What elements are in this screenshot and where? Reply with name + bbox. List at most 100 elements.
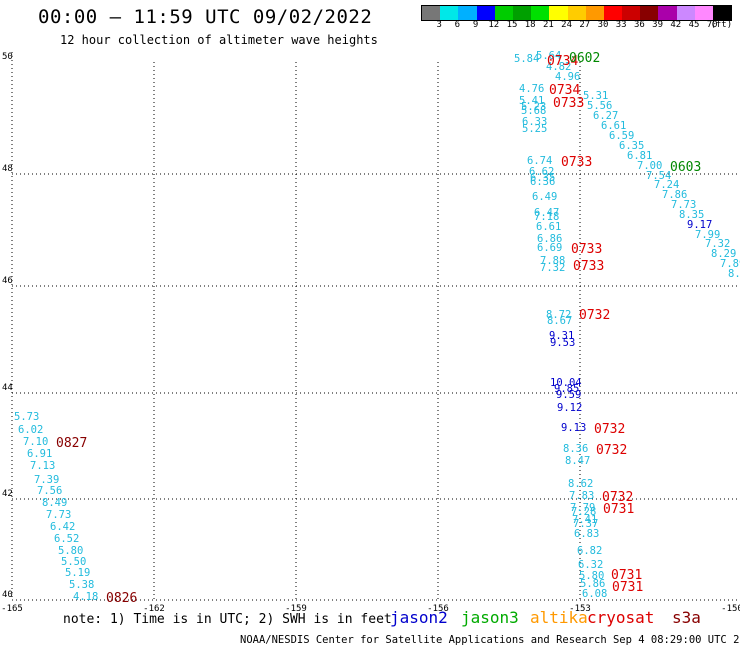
color-scale-tick: (ft) xyxy=(710,20,733,30)
swh-value-label: 6.32 xyxy=(578,559,603,571)
pass-time-label: 0827 xyxy=(56,436,87,451)
legend-item-jason2: jason2 xyxy=(390,608,448,627)
swh-value-label: 9.17 xyxy=(687,219,712,231)
color-swatch xyxy=(640,6,659,20)
swh-value-label: 8.72 xyxy=(546,309,571,321)
swh-value-label: 7.73 xyxy=(46,509,71,521)
swh-value-label: 8.35 xyxy=(679,209,704,221)
swh-value-label: 5.25 xyxy=(522,123,547,135)
pass-time-label: 0733 xyxy=(571,242,602,257)
swh-value-label: 6.47 xyxy=(534,207,559,219)
swh-value-label: 7.41 xyxy=(572,514,597,526)
swh-value-label: 8.49 xyxy=(42,497,67,509)
footer-credit: NOAA/NESDIS Center for Satellite Applica… xyxy=(240,634,740,646)
swh-value-label: 6.62 xyxy=(529,166,554,178)
color-scale-tick: 3 xyxy=(436,20,442,30)
swh-value-label: 5.80 xyxy=(579,570,604,582)
swh-value-label: 7.32 xyxy=(705,238,730,250)
color-scale-tick: 39 xyxy=(652,20,664,30)
pass-time-label: 0602 xyxy=(569,51,600,66)
swh-value-label: 7.73 xyxy=(671,199,696,211)
swh-value-label: 6.35 xyxy=(619,140,644,152)
color-swatch xyxy=(494,6,513,20)
legend-item-cryosat: cryosat xyxy=(587,608,655,627)
swh-value-label: 5.56 xyxy=(587,100,612,112)
swh-value-label: 5.23 xyxy=(521,101,546,113)
swh-value-label: 7.10 xyxy=(23,436,48,448)
swh-value-label: 5.80 xyxy=(58,545,83,557)
swh-value-label: 6.36 xyxy=(530,176,555,188)
units-note: note: 1) Time is in UTC; 2) SWH is in fe… xyxy=(63,612,392,627)
pass-time-label: 0731 xyxy=(611,568,642,583)
swh-value-label: 4.82 xyxy=(546,61,571,73)
color-swatch xyxy=(585,6,604,20)
lat-tick-label: 42 xyxy=(2,489,13,499)
swh-value-label: 6.49 xyxy=(532,191,557,203)
color-swatch xyxy=(603,6,623,20)
color-scale-tick: 15 xyxy=(506,20,518,30)
swh-value-label: 6.82 xyxy=(577,545,602,557)
color-swatch xyxy=(476,6,495,20)
color-swatch xyxy=(567,6,586,20)
pass-time-label: 0734 xyxy=(547,54,578,69)
swh-value-label: 8.47 xyxy=(565,455,590,467)
color-scale-tick: 24 xyxy=(561,20,573,30)
swh-value-label: 5.19 xyxy=(65,567,90,579)
swh-value-label: 8.36 xyxy=(563,443,588,455)
swh-value-label: 6.81 xyxy=(627,150,652,162)
legend-item-s3a: s3a xyxy=(672,608,701,627)
swh-value-label: 5.41 xyxy=(519,95,544,107)
swh-value-label: 6.86 xyxy=(537,233,562,245)
swh-value-label: 7.86 xyxy=(662,189,687,201)
color-scale-tick: 6 xyxy=(454,20,461,30)
pass-time-label: 0734 xyxy=(549,83,580,98)
color-swatch xyxy=(713,6,732,20)
color-swatch xyxy=(694,6,713,20)
color-scale-bar xyxy=(421,5,733,21)
swh-value-label: 7.32 xyxy=(540,262,565,274)
lat-tick-label: 48 xyxy=(2,164,13,174)
page-subtitle: 12 hour collection of altimeter wave hei… xyxy=(60,33,378,47)
swh-value-label: 8.29 xyxy=(711,248,736,260)
swh-value-label: 6.42 xyxy=(50,521,75,533)
color-scale-tick: 18 xyxy=(524,20,536,30)
swh-value-label: 5.64 xyxy=(536,50,561,62)
swh-value-label: 5.31 xyxy=(583,90,608,102)
swh-value-label: 7.24 xyxy=(654,179,679,191)
swh-value-label: 9.12 xyxy=(557,402,582,414)
swh-value-label: 5.68 xyxy=(521,105,546,117)
color-scale-tick: 12 xyxy=(488,20,500,30)
color-swatch xyxy=(531,6,550,20)
pass-time-label: 0732 xyxy=(596,443,627,458)
swh-value-label: 8.0 xyxy=(728,268,740,280)
swh-value-label: 6.74 xyxy=(527,155,552,167)
color-scale-tick: 70 xyxy=(706,20,718,30)
lat-tick-label: 40 xyxy=(2,590,13,600)
swh-value-label: 4.96 xyxy=(555,71,580,83)
swh-value-label: 5.38 xyxy=(69,579,94,591)
swh-value-label: 5.84 xyxy=(514,53,539,65)
swh-value-label: 7.13 xyxy=(30,460,55,472)
swh-value-label: 5.86 xyxy=(580,578,605,590)
swh-value-label: 9.85 xyxy=(554,383,579,395)
swh-value-label: 4.76 xyxy=(519,83,544,95)
color-scale-tick: 21 xyxy=(542,20,554,30)
pass-time-label: 0732 xyxy=(579,308,610,323)
pass-time-label: 0731 xyxy=(612,580,643,595)
color-swatch xyxy=(422,6,441,20)
swh-value-label: 6.08 xyxy=(582,588,607,600)
color-scale-tick: 42 xyxy=(670,20,682,30)
swh-value-label: 7.54 xyxy=(646,170,671,182)
lat-tick-label: 46 xyxy=(2,276,13,286)
swh-value-label: 9.59 xyxy=(556,389,581,401)
lon-tick-label: -150 xyxy=(721,604,740,614)
swh-value-label: 7.28 xyxy=(571,506,596,518)
color-scale-tick: 36 xyxy=(633,20,645,30)
swh-value-label: 6.83 xyxy=(574,528,599,540)
pass-time-label: 0731 xyxy=(603,502,634,517)
page-title: 00:00 – 11:59 UTC 09/02/2022 xyxy=(38,6,373,28)
swh-value-label: 6.69 xyxy=(537,242,562,254)
swh-value-label: 6.35 xyxy=(530,172,555,184)
legend-item-altika: altika xyxy=(530,608,588,627)
color-swatch xyxy=(458,6,477,20)
